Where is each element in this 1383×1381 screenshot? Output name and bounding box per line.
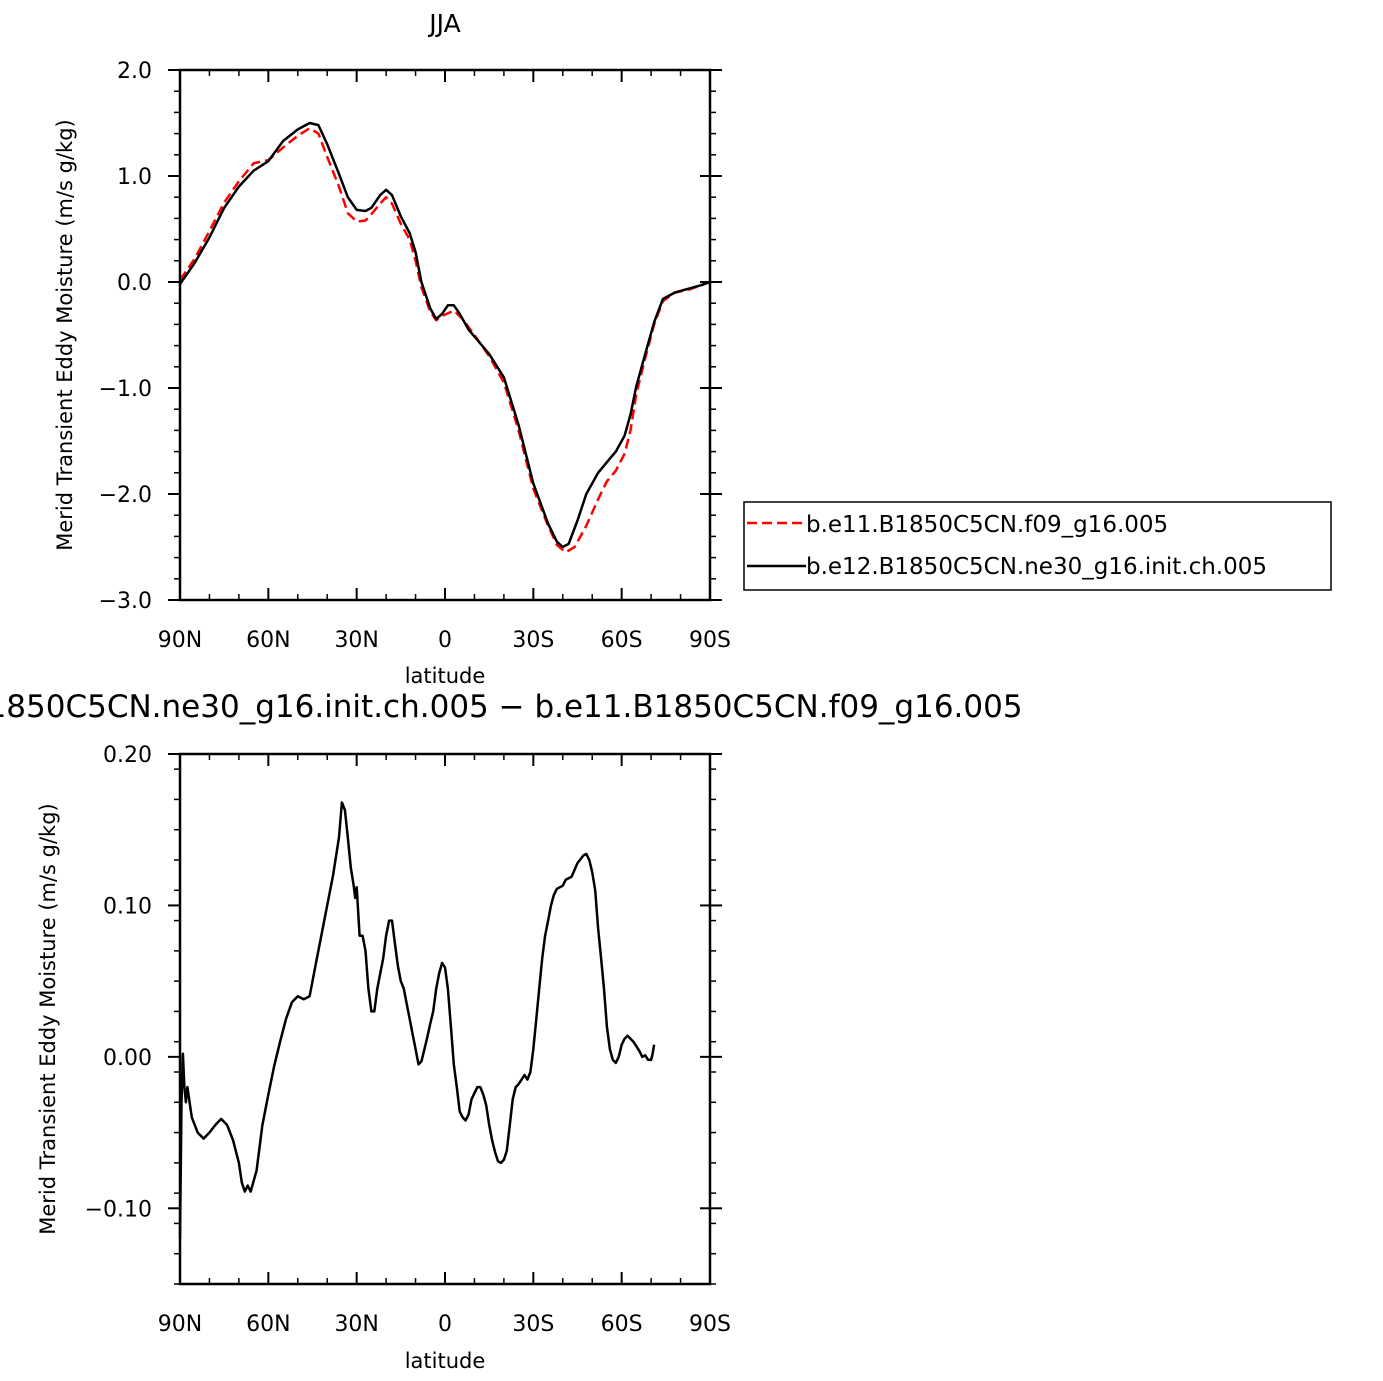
legend-box	[743, 501, 1332, 591]
bottom-x-tick-label: 0	[438, 1312, 452, 1337]
top-x-tick-label: 30S	[512, 628, 554, 653]
bottom-y-tick-label: 0.20	[103, 743, 152, 768]
top-x-axis-label: latitude	[405, 664, 486, 688]
bottom-x-tick-label: 30S	[512, 1312, 554, 1337]
top-chart-title: JJA	[427, 9, 460, 38]
bottom-plot-frame	[178, 752, 712, 1286]
bottom-y-tick-label: 0.10	[103, 894, 152, 919]
bottom-x-tick-label: 90N	[158, 1312, 202, 1337]
bottom-x-tick-label: 90S	[689, 1312, 731, 1337]
top-plot-frame	[178, 68, 712, 602]
bottom-y-tick-label: 0.00	[103, 1046, 152, 1071]
top-y-tick-label: 0.0	[117, 271, 152, 296]
top-y-axis-label: Merid Transient Eddy Moisture (m/s g/kg)	[53, 119, 77, 551]
bottom-x-tick-label: 30N	[334, 1312, 378, 1337]
top-series-line-1	[178, 127, 711, 554]
top-x-tick-label: 0	[438, 628, 452, 653]
top-chart-panel: JJA 90N 60N 30N 0 30S 60S 90S 2.0 1.0 0.0 −1.0 −2.0…	[53, 9, 1332, 688]
bottom-chart-panel: b.e12.B1850C5CN.ne30_g16.init.ch.005 − b…	[0, 689, 1023, 1373]
top-y-tick-label: 1.0	[117, 165, 152, 190]
top-x-tick-label: 60N	[246, 628, 290, 653]
bottom-x-axis-label: latitude	[405, 1349, 486, 1373]
legend-label-series-1: b.e11.B1850C5CN.f09_g16.005	[806, 512, 1168, 538]
top-y-tick-label: −2.0	[99, 483, 152, 508]
legend-label-series-2: b.e12.B1850C5CN.ne30_g16.init.ch.005	[806, 554, 1267, 580]
bottom-series-line-1	[178, 801, 656, 1239]
top-y-tick-label: 2.0	[117, 59, 152, 84]
bottom-x-tick-label: 60S	[601, 1312, 643, 1337]
top-legend: b.e11.B1850C5CN.f09_g16.005 b.e12.B1850C…	[743, 501, 1332, 591]
top-y-tick-label: −3.0	[99, 589, 152, 614]
bottom-chart-title: b.e12.B1850C5CN.ne30_g16.init.ch.005 − b…	[0, 689, 1023, 725]
top-x-tick-label: 60S	[601, 628, 643, 653]
top-x-tick-label: 30N	[334, 628, 378, 653]
top-y-tick-label: −1.0	[99, 377, 152, 402]
bottom-y-axis-label: Merid Transient Eddy Moisture (m/s g/kg)	[36, 803, 60, 1235]
bottom-y-tick-label: −0.10	[85, 1197, 152, 1222]
top-series-line-2	[178, 121, 711, 549]
top-x-tick-label: 90S	[689, 628, 731, 653]
top-x-tick-label: 90N	[158, 628, 202, 653]
bottom-x-tick-label: 60N	[246, 1312, 290, 1337]
